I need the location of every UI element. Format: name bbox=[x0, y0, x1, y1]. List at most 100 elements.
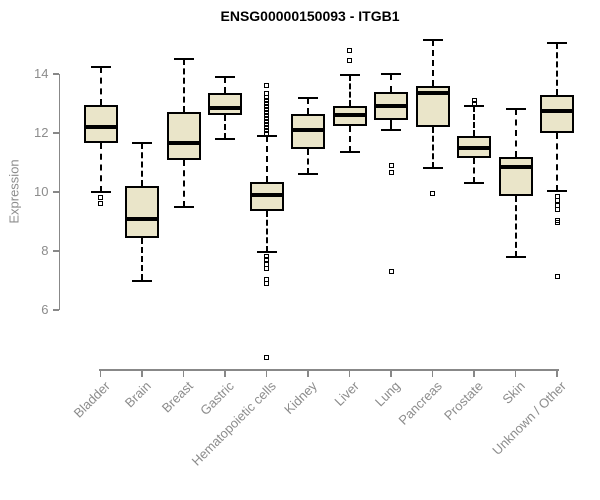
box-median bbox=[208, 105, 243, 110]
outlier-point bbox=[264, 112, 270, 118]
whisker-cap-upper bbox=[422, 39, 443, 42]
whisker-cap-upper bbox=[90, 65, 111, 68]
y-tick-label: 12 bbox=[34, 125, 49, 140]
outlier-point bbox=[554, 220, 560, 226]
x-tick bbox=[348, 370, 351, 377]
whisker-cap-lower bbox=[464, 182, 485, 185]
outlier-point bbox=[98, 195, 104, 201]
outlier-point bbox=[264, 266, 270, 272]
whisker-upper bbox=[224, 76, 227, 94]
whisker-cap-upper bbox=[215, 75, 236, 78]
outlier-point bbox=[264, 118, 270, 124]
box-iqr bbox=[540, 94, 575, 133]
whisker-upper bbox=[473, 106, 476, 136]
whisker-cap-upper bbox=[173, 58, 194, 61]
box-iqr bbox=[498, 156, 533, 197]
x-tick bbox=[307, 370, 309, 377]
whisker-upper bbox=[556, 43, 559, 95]
x-tick bbox=[390, 370, 392, 377]
outlier-point bbox=[264, 98, 270, 104]
outlier-point bbox=[264, 83, 270, 89]
chart-title: ENSG00000150093 - ITGB1 bbox=[220, 8, 400, 24]
whisker-lower bbox=[348, 125, 351, 153]
whisker-lower bbox=[182, 159, 185, 207]
whisker-upper bbox=[141, 143, 144, 187]
outlier-point bbox=[264, 106, 270, 112]
box-median bbox=[374, 104, 409, 109]
whisker-lower bbox=[141, 237, 144, 281]
whisker-cap-upper bbox=[298, 96, 319, 99]
whisker-cap-lower bbox=[132, 279, 153, 282]
box-median bbox=[125, 216, 160, 221]
whisker-cap-upper bbox=[256, 134, 277, 137]
whisker-cap-lower bbox=[298, 173, 319, 176]
box-median bbox=[166, 141, 201, 146]
y-tick-label: 14 bbox=[34, 66, 49, 81]
box-median bbox=[83, 125, 118, 130]
outlier-point bbox=[430, 190, 436, 196]
whisker-cap-lower bbox=[256, 251, 277, 254]
x-tick-label: Unknown / Other bbox=[489, 378, 570, 459]
whisker-lower bbox=[556, 133, 559, 191]
whisker-cap-lower bbox=[215, 137, 236, 140]
y-tick-label: 10 bbox=[34, 184, 49, 199]
y-tick bbox=[52, 250, 59, 252]
outlier-point bbox=[554, 273, 560, 279]
box-iqr bbox=[125, 186, 160, 238]
whisker-cap-lower bbox=[422, 167, 443, 170]
whisker-lower bbox=[307, 149, 310, 175]
whisker-upper bbox=[99, 66, 102, 105]
x-tick bbox=[473, 370, 475, 377]
whisker-cap-lower bbox=[505, 255, 526, 258]
whisker-lower bbox=[473, 158, 476, 184]
x-tick bbox=[224, 370, 226, 377]
y-tick bbox=[52, 191, 59, 193]
whisker-cap-lower bbox=[339, 151, 360, 154]
outlier-point bbox=[554, 207, 560, 213]
whisker-cap-upper bbox=[339, 74, 360, 77]
y-axis-line bbox=[58, 74, 60, 310]
box-median bbox=[457, 145, 492, 150]
x-tick bbox=[182, 370, 185, 377]
whisker-lower bbox=[514, 196, 517, 257]
y-tick bbox=[52, 73, 59, 75]
whisker-cap-upper bbox=[547, 42, 568, 45]
box-iqr bbox=[208, 93, 243, 116]
y-tick-label: 8 bbox=[41, 243, 49, 258]
outlier-point bbox=[264, 103, 270, 109]
outlier-point bbox=[264, 95, 270, 101]
whisker-cap-upper bbox=[505, 108, 526, 111]
whisker-lower bbox=[224, 115, 227, 139]
outlier-point bbox=[388, 269, 394, 275]
whisker-upper bbox=[514, 109, 517, 157]
outlier-point bbox=[264, 280, 270, 286]
outlier-point bbox=[264, 124, 270, 130]
box-median bbox=[249, 192, 284, 197]
whisker-cap-upper bbox=[132, 142, 153, 145]
whisker-cap-lower bbox=[173, 205, 194, 208]
outlier-point bbox=[264, 121, 270, 127]
outlier-point bbox=[264, 109, 270, 115]
outlier-point bbox=[264, 101, 270, 106]
outlier-point bbox=[98, 201, 104, 207]
y-tick-label: 6 bbox=[41, 302, 49, 317]
y-tick bbox=[52, 309, 59, 311]
box-iqr bbox=[166, 112, 201, 160]
whisker-cap-lower bbox=[547, 189, 568, 192]
whisker-upper bbox=[307, 97, 310, 114]
outlier-point bbox=[388, 162, 394, 168]
outlier-point bbox=[264, 127, 270, 133]
x-tick bbox=[556, 370, 558, 377]
y-tick bbox=[52, 132, 59, 134]
outlier-point bbox=[264, 130, 270, 136]
outlier-point bbox=[388, 170, 394, 176]
x-tick bbox=[99, 370, 102, 377]
outlier-point bbox=[264, 354, 270, 360]
outlier-point bbox=[347, 58, 353, 64]
whisker-lower bbox=[390, 119, 393, 131]
whisker-cap-lower bbox=[90, 191, 111, 193]
whisker-upper bbox=[265, 135, 268, 182]
x-tick bbox=[431, 370, 434, 377]
whisker-lower bbox=[431, 127, 434, 169]
